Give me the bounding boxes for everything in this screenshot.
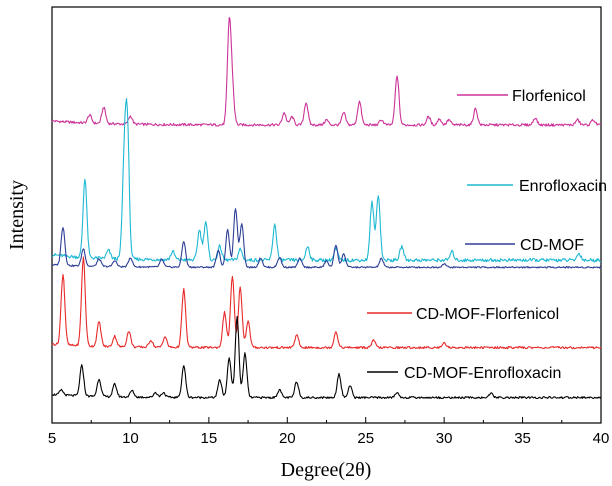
legend-label-cd-mof-florfenicol: CD-MOF-Florfenicol	[416, 306, 559, 323]
x-tick-label: 15	[201, 430, 218, 447]
plot-area-frame	[51, 6, 602, 424]
legend-label-florfenicol: Florfenicol	[512, 88, 586, 105]
x-tick-label: 20	[279, 430, 296, 447]
series-line-florfenicol	[51, 16, 602, 127]
series-line-cd-mof-enrofloxacin	[51, 316, 602, 400]
x-tick-label: 25	[357, 430, 374, 447]
legend-label-cd-mof: CD-MOF	[520, 237, 584, 254]
legend-group: Florfenicol Enrofloxacin CD-MOF CD-MOF-Flor…	[367, 88, 607, 382]
x-tick-label: 35	[514, 430, 531, 447]
x-tick-label: 30	[436, 430, 453, 447]
series-line-cd-mof	[51, 208, 602, 269]
x-axis-title: Degree(2θ)	[281, 459, 372, 481]
trace-group	[51, 16, 602, 400]
x-tick-label: 10	[122, 430, 139, 447]
x-tick-label: 5	[48, 430, 56, 447]
x-axis-ticks: 5 10 15 20 25 30 35 40	[48, 417, 610, 447]
series-line-cd-mof-florfenicol	[51, 256, 602, 350]
x-tick-label: 40	[593, 430, 610, 447]
legend-label-cd-mof-enrofloxacin: CD-MOF-Enrofloxacin	[404, 365, 561, 382]
y-axis-title: Intensity	[6, 180, 28, 250]
legend-label-enrofloxacin: Enrofloxacin	[519, 178, 607, 195]
